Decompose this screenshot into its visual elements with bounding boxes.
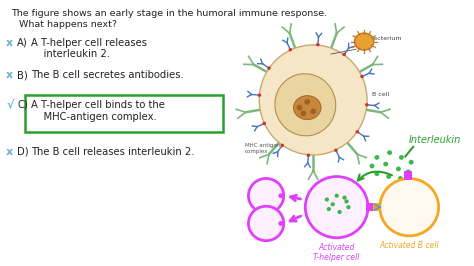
Circle shape (267, 66, 271, 70)
Ellipse shape (275, 74, 336, 136)
Circle shape (387, 150, 392, 155)
Text: Activated B cell: Activated B cell (379, 241, 439, 250)
Text: D): D) (17, 147, 29, 157)
Circle shape (258, 93, 261, 97)
Text: MHC antigen
complex: MHC antigen complex (245, 143, 280, 154)
Text: The B cell releases interleukin 2.: The B cell releases interleukin 2. (31, 147, 194, 157)
Text: √: √ (6, 100, 14, 110)
Text: Activated
T-helper cell: Activated T-helper cell (313, 243, 360, 262)
Circle shape (346, 205, 351, 209)
Circle shape (307, 153, 310, 157)
Circle shape (305, 177, 368, 238)
Bar (366, 203, 374, 211)
Circle shape (342, 53, 346, 56)
Circle shape (365, 103, 369, 107)
Circle shape (278, 221, 283, 226)
Text: x: x (6, 147, 13, 157)
Circle shape (406, 169, 410, 174)
Circle shape (330, 202, 335, 206)
Circle shape (304, 99, 310, 105)
Circle shape (327, 207, 331, 211)
Circle shape (337, 210, 342, 214)
Circle shape (325, 197, 329, 202)
Ellipse shape (259, 45, 367, 155)
Circle shape (344, 199, 349, 203)
Text: The B cell secretes antibodies.: The B cell secretes antibodies. (31, 70, 183, 80)
Circle shape (248, 206, 284, 241)
Circle shape (374, 155, 379, 160)
Circle shape (342, 196, 346, 200)
Circle shape (374, 171, 379, 176)
Circle shape (398, 176, 403, 181)
Text: x: x (6, 38, 13, 48)
Text: What happens next?: What happens next? (19, 20, 117, 28)
Text: C): C) (17, 100, 28, 110)
Text: A): A) (17, 38, 28, 48)
Circle shape (383, 162, 388, 167)
Circle shape (334, 149, 337, 152)
Text: A T-helper cell binds to the
    MHC-antigen complex.: A T-helper cell binds to the MHC-antigen… (31, 100, 164, 122)
Circle shape (335, 194, 339, 198)
Text: x: x (6, 70, 13, 80)
Text: The figure shows an early stage in the humoral immune response.: The figure shows an early stage in the h… (11, 9, 328, 18)
Circle shape (296, 105, 302, 110)
Circle shape (399, 155, 404, 160)
Bar (373, 203, 381, 211)
Circle shape (356, 130, 359, 134)
Circle shape (278, 193, 283, 198)
Circle shape (386, 174, 391, 179)
Text: Bacterium: Bacterium (369, 36, 401, 41)
Text: Interleukin: Interleukin (408, 135, 461, 146)
Circle shape (380, 178, 438, 236)
Circle shape (263, 122, 266, 125)
Circle shape (316, 43, 319, 46)
Circle shape (409, 160, 414, 165)
Circle shape (281, 144, 284, 147)
Circle shape (396, 167, 401, 171)
Bar (404, 171, 412, 180)
Circle shape (301, 110, 306, 116)
Circle shape (289, 48, 292, 51)
Text: B cell: B cell (372, 92, 389, 97)
Text: B): B) (17, 70, 28, 80)
Circle shape (360, 75, 364, 78)
Ellipse shape (293, 96, 321, 120)
Ellipse shape (355, 33, 374, 50)
Circle shape (370, 164, 374, 168)
Circle shape (310, 109, 316, 114)
Text: A T-helper cell releases
    interleukin 2.: A T-helper cell releases interleukin 2. (31, 38, 147, 59)
Circle shape (248, 178, 284, 213)
